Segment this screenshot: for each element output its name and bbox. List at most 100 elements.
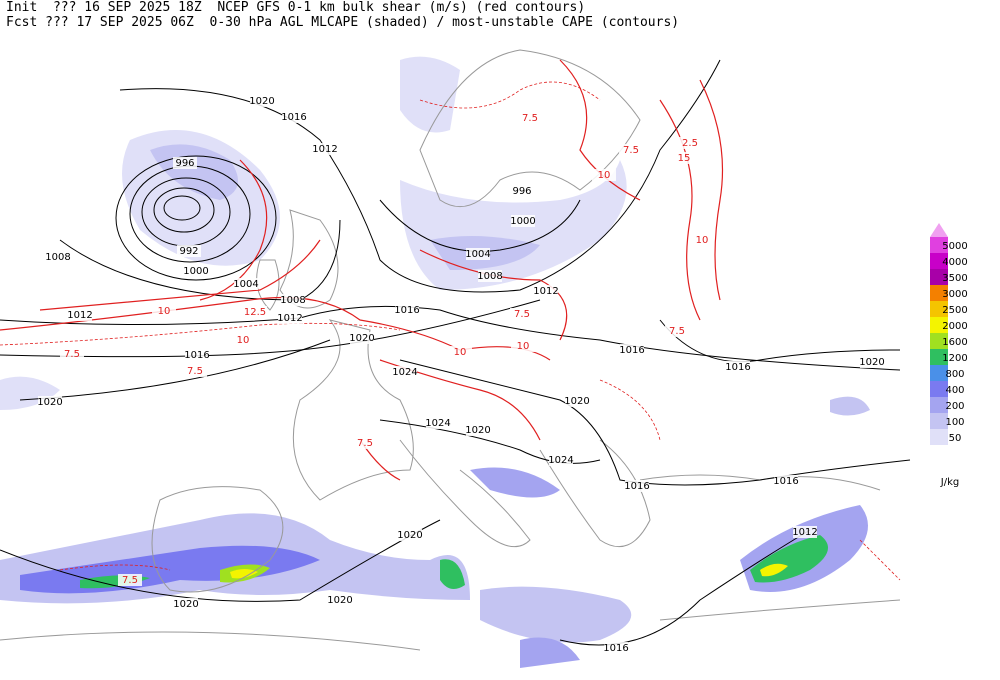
pressure-label-bg [549,454,573,466]
header-line: Init ??? 16 SEP 2025 18Z NCEP GFS 0-1 km… [6,0,586,15]
shear-label: 10 [598,170,611,181]
legend-label: 3000 [942,289,967,300]
legend-swatch [930,285,948,301]
legend-label: 1600 [942,337,967,348]
pressure-label-bg [281,294,305,306]
shear-label-bg [243,306,267,318]
pressure-label: 1020 [37,397,62,408]
pressure-label-bg [184,265,208,277]
header-line: Fcst ??? 17 SEP 2025 06Z 0-30 hPa AGL ML… [6,15,680,30]
pressure-label: 1016 [394,305,419,316]
legend-swatch [930,413,948,429]
shear-label-bg [690,234,714,246]
pressure-label-bg [534,285,558,297]
pressure-label-bg [604,642,628,654]
legend-label: 1200 [942,353,967,364]
shear-label: 2.5 [682,138,698,149]
shear-label-bg [511,340,535,352]
shear-label-bg [619,144,643,156]
pressure-label-bg [313,143,337,155]
pressure-label: 992 [179,246,198,257]
legend-label: 200 [945,401,964,412]
pressure-label-bg [620,344,644,356]
pressure-label-bg [466,248,490,260]
pressure-label: 1012 [533,286,558,297]
pressure-label: 1016 [773,476,798,487]
legend-arrow [930,223,948,237]
pressure-label: 1008 [45,252,70,263]
pressure-label-bg [793,526,817,538]
legend-swatch [930,381,948,397]
pressure-label: 996 [175,158,194,169]
legend-label: 5000 [942,241,967,252]
shear-label: 7.5 [122,575,138,586]
legend-swatch [930,429,948,445]
legend-label: 800 [945,369,964,380]
pressure-label: 1016 [624,481,649,492]
pressure-label-bg [177,245,201,257]
pressure-label: 1020 [564,396,589,407]
pressure-label: 1012 [312,144,337,155]
legend-swatch [930,253,948,269]
pressure-label-bg [68,309,92,321]
pressure-label-bg [174,598,198,610]
shear-label: 7.5 [187,366,203,377]
shear-label-bg [152,305,176,317]
pressure-label: 1000 [183,266,208,277]
pressure-label-bg [426,417,450,429]
pressure-label: 1016 [281,112,306,123]
pressure-label: 1020 [173,599,198,610]
shear-label: 10 [696,235,709,246]
legend-label: 100 [945,417,964,428]
shear-label: 10 [517,341,530,352]
pressure-label-bg [46,251,70,263]
pressure-label-bg [625,480,649,492]
legend-label: 4000 [942,257,967,268]
shear-label: 7.5 [357,438,373,449]
legend-swatch [930,349,948,365]
legend-label: 400 [945,385,964,396]
pressure-label: 1016 [184,350,209,361]
pressure-label-bg [510,185,534,197]
shear-label: 10 [454,347,467,358]
pressure-label-bg [185,349,209,361]
pressure-label-bg [282,111,306,123]
pressure-label-bg [350,332,374,344]
pressure-label: 1000 [510,216,535,227]
shear-label-bg [183,365,207,377]
pressure-label-bg [393,366,417,378]
shear-label: 10 [158,306,171,317]
pressure-label: 1004 [465,249,490,260]
shear-label-bg [678,137,702,149]
shear-label-bg [118,574,142,586]
shear-label-bg [665,325,689,337]
pressure-label: 1024 [548,455,573,466]
pressure-label-bg [511,215,535,227]
pressure-label: 1012 [67,310,92,321]
pressure-label: 1020 [859,357,884,368]
pressure-label-bg [38,396,62,408]
shear-label-bg [518,112,542,124]
shear-label: 7.5 [623,145,639,156]
pressure-label: 1020 [465,425,490,436]
pressure-label: 1016 [603,643,628,654]
shear-contour [0,59,724,481]
legend-label: 2500 [942,305,967,316]
pressure-label-bg [565,395,589,407]
shear-label-bg [231,334,255,346]
shear-label-bg [510,308,534,320]
pressure-label: 1020 [349,333,374,344]
legend-label: 3500 [942,273,967,284]
pressure-label: 1004 [233,279,258,290]
pressure-label: 1016 [725,362,750,373]
pressure-label: 1008 [477,271,502,282]
shear-label: 7.5 [522,113,538,124]
pressure-label: 1020 [327,595,352,606]
legend-swatch [930,365,948,381]
legend-swatch [930,301,948,317]
legend-swatch [930,333,948,349]
legend-swatch [930,317,948,333]
pressure-label: 1008 [280,295,305,306]
